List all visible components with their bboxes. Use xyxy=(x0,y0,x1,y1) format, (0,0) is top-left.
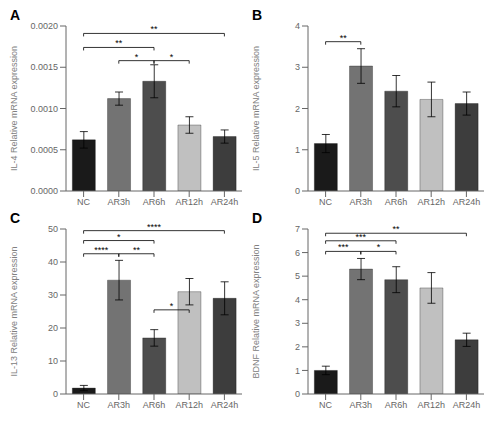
svg-text:4: 4 xyxy=(295,295,300,305)
svg-text:**: ** xyxy=(150,24,158,34)
svg-text:AR3h: AR3h xyxy=(108,197,131,207)
svg-text:AR3h: AR3h xyxy=(350,197,373,207)
svg-text:AR12h: AR12h xyxy=(417,197,445,207)
svg-text:0.0015: 0.0015 xyxy=(30,62,58,72)
svg-text:4: 4 xyxy=(295,21,300,31)
svg-text:IL-4 Relative mRNA expression: IL-4 Relative mRNA expression xyxy=(9,46,19,171)
svg-text:AR3h: AR3h xyxy=(350,400,373,410)
svg-text:5: 5 xyxy=(295,271,300,281)
svg-text:3: 3 xyxy=(295,318,300,328)
html-text:B: B xyxy=(252,7,263,23)
svg-text:NC: NC xyxy=(77,197,90,207)
svg-text:****: **** xyxy=(94,245,109,255)
svg-text:****: **** xyxy=(147,222,162,232)
svg-text:AR6h: AR6h xyxy=(143,197,166,207)
svg-text:0: 0 xyxy=(53,389,58,399)
svg-text:IL-5 Relative mRNA expression: IL-5 Relative mRNA expression xyxy=(251,46,261,171)
svg-text:10: 10 xyxy=(48,356,58,366)
svg-text:AR24h: AR24h xyxy=(453,197,481,207)
svg-text:0.0020: 0.0020 xyxy=(30,21,58,31)
svg-text:0.0000: 0.0000 xyxy=(30,186,58,196)
svg-text:0: 0 xyxy=(295,186,300,196)
svg-text:1: 1 xyxy=(295,145,300,155)
svg-text:AR3h: AR3h xyxy=(108,400,131,410)
svg-text:AR24h: AR24h xyxy=(211,197,239,207)
svg-text:*: * xyxy=(170,301,174,311)
svg-text:*: * xyxy=(135,52,139,62)
svg-text:**: ** xyxy=(133,245,141,255)
svg-text:6: 6 xyxy=(295,248,300,258)
svg-text:*: * xyxy=(377,242,381,252)
svg-text:AR6h: AR6h xyxy=(385,400,408,410)
svg-text:30: 30 xyxy=(48,290,58,300)
svg-text:***: *** xyxy=(338,242,349,252)
svg-text:BDNF Relative mRNA expression: BDNF Relative mRNA expression xyxy=(251,244,261,378)
svg-text:AR6h: AR6h xyxy=(385,197,408,207)
svg-text:IL-13 Relative mRNA expression: IL-13 Relative mRNA expression xyxy=(9,246,19,376)
svg-text:0: 0 xyxy=(295,389,300,399)
svg-text:AR24h: AR24h xyxy=(453,400,481,410)
svg-text:20: 20 xyxy=(48,323,58,333)
svg-text:7: 7 xyxy=(295,224,300,234)
html-text:A: A xyxy=(10,7,21,23)
svg-text:**: ** xyxy=(340,33,348,43)
svg-text:AR24h: AR24h xyxy=(211,400,239,410)
svg-text:*: * xyxy=(117,232,121,242)
svg-text:AR12h: AR12h xyxy=(417,400,445,410)
svg-text:0.0010: 0.0010 xyxy=(30,104,58,114)
svg-text:NC: NC xyxy=(319,197,332,207)
html-text:C: C xyxy=(10,210,21,226)
svg-text:2: 2 xyxy=(295,104,300,114)
svg-text:NC: NC xyxy=(77,400,90,410)
svg-text:2: 2 xyxy=(295,342,300,352)
html-text:D: D xyxy=(252,210,263,226)
svg-text:40: 40 xyxy=(48,257,58,267)
svg-text:50: 50 xyxy=(48,224,58,234)
svg-text:AR6h: AR6h xyxy=(143,400,166,410)
svg-text:3: 3 xyxy=(295,62,300,72)
svg-text:NC: NC xyxy=(319,400,332,410)
svg-text:**: ** xyxy=(115,38,123,48)
svg-text:0.0005: 0.0005 xyxy=(30,145,58,155)
svg-text:*: * xyxy=(170,52,174,62)
svg-text:AR12h: AR12h xyxy=(175,197,203,207)
svg-text:AR12h: AR12h xyxy=(175,400,203,410)
svg-text:1: 1 xyxy=(295,366,300,376)
svg-text:**: ** xyxy=(392,224,400,234)
